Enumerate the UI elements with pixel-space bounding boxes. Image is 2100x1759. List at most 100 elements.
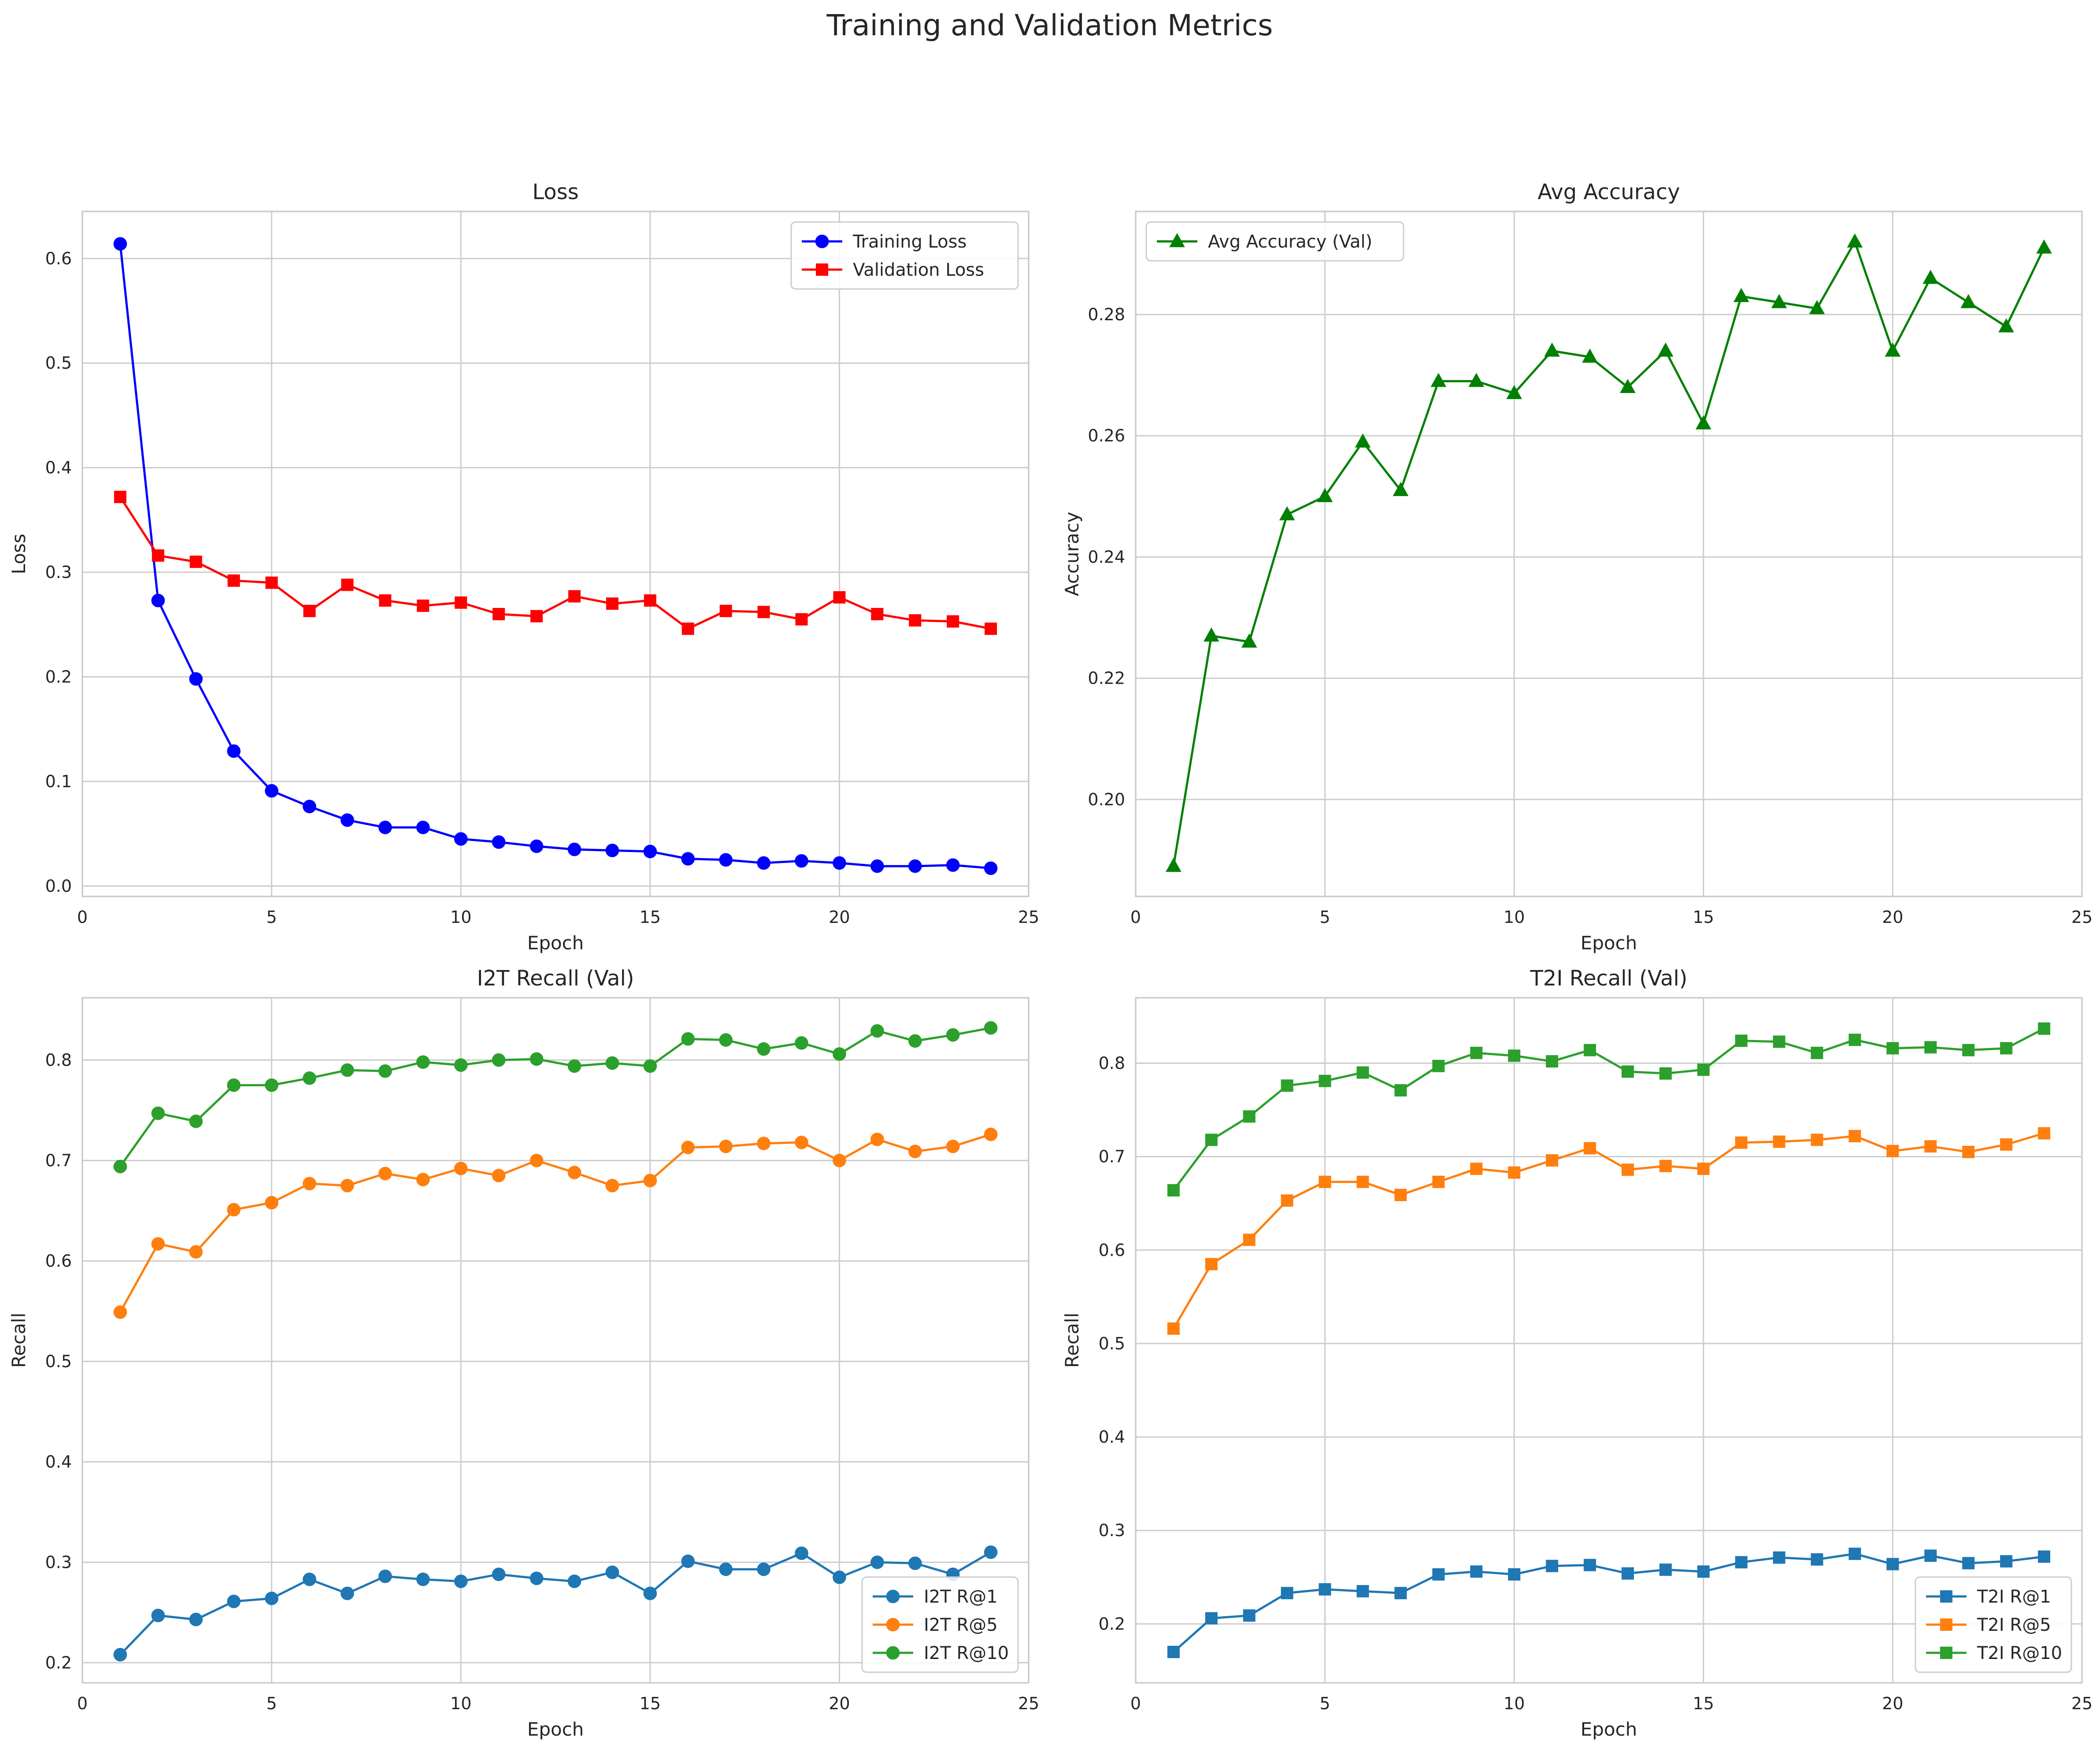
- data-point: [303, 800, 316, 814]
- data-point: [606, 597, 619, 610]
- data-point: [1733, 288, 1749, 302]
- y-tick-label: 0.8: [1099, 1053, 1125, 1073]
- axes-frame: [81, 997, 1030, 1684]
- data-point: [1468, 373, 1485, 387]
- data-point: [341, 813, 354, 827]
- data-point: [681, 622, 694, 635]
- data-point: [1167, 1184, 1180, 1197]
- data-point: [643, 1174, 657, 1188]
- y-tick-label: 0.6: [1099, 1241, 1125, 1260]
- data-point: [681, 1554, 695, 1568]
- data-point: [946, 858, 960, 872]
- data-point: [2038, 1550, 2051, 1563]
- data-point: [113, 1159, 127, 1174]
- data-point: [1394, 1189, 1407, 1201]
- data-point: [454, 1574, 468, 1589]
- legend-label: T2I R@5: [1977, 1615, 2051, 1635]
- data-point: [757, 606, 770, 618]
- data-point: [227, 574, 240, 587]
- legend-marker: [1940, 1618, 1952, 1631]
- legend-marker: [815, 234, 829, 248]
- data-point: [1544, 342, 1560, 357]
- data-point: [719, 853, 733, 867]
- x-tick-label: 20: [1882, 907, 1903, 927]
- data-point: [303, 604, 316, 617]
- legend-box: [1145, 221, 1404, 262]
- data-point: [1735, 1136, 1748, 1149]
- data-point: [568, 590, 581, 603]
- data-point: [1470, 1047, 1483, 1059]
- series-i2t-r-5: [113, 1127, 998, 1319]
- y-tick-label: 0.5: [1099, 1334, 1125, 1353]
- data-point: [1281, 1587, 1293, 1600]
- legend-marker: [816, 263, 828, 276]
- data-point: [152, 549, 164, 562]
- data-point: [492, 1053, 506, 1067]
- data-point: [492, 835, 506, 849]
- legend-marker: [1940, 1647, 1952, 1659]
- data-point: [2000, 1555, 2013, 1568]
- data-point: [1886, 1042, 1899, 1055]
- data-point: [1658, 342, 1674, 357]
- data-point: [454, 1162, 468, 1175]
- legend-label: T2I R@1: [1977, 1587, 2051, 1607]
- data-point: [113, 1648, 127, 1662]
- data-point: [189, 555, 202, 568]
- data-point: [605, 1565, 619, 1579]
- y-tick-label: 0.20: [1088, 790, 1125, 809]
- data-point: [795, 1546, 808, 1560]
- y-tick-label: 0.6: [45, 249, 72, 268]
- series-validation-loss: [114, 491, 997, 635]
- data-point: [795, 1136, 808, 1149]
- legend-label: I2T R@5: [924, 1615, 998, 1635]
- data-point: [1735, 1034, 1748, 1047]
- y-tick-label: 0.5: [45, 1352, 72, 1371]
- x-tick-label: 5: [1320, 1694, 1330, 1713]
- legend-marker: [886, 1589, 900, 1603]
- data-point: [1809, 300, 1825, 315]
- data-point: [189, 1613, 203, 1626]
- data-point: [1319, 1583, 1331, 1596]
- data-point: [567, 1059, 581, 1073]
- data-point: [530, 1571, 544, 1585]
- data-point: [151, 1608, 165, 1622]
- data-point: [870, 1133, 884, 1146]
- data-point: [2038, 1127, 2051, 1140]
- data-point: [719, 604, 732, 617]
- data-point: [113, 237, 127, 251]
- legend: T2I R@1 T2I R@5 T2I R@10: [1915, 1576, 2072, 1673]
- x-tick-label: 25: [1018, 907, 1039, 927]
- data-point: [1317, 488, 1333, 502]
- data-point: [1584, 1044, 1596, 1056]
- axes-frame: [1135, 211, 2083, 897]
- y-tick-label: 0.3: [1099, 1521, 1125, 1540]
- data-point: [303, 1071, 316, 1085]
- subplot-3: 0 5 10 15 20 25 0.2 0.3 0.4 0.5 0.6 0.7 0.8 I2T Recal…: [8, 966, 1039, 1740]
- x-tick-label: 15: [1693, 907, 1714, 927]
- data-point: [378, 1064, 392, 1078]
- x-axis-label: Epoch: [527, 932, 584, 954]
- data-point: [1204, 627, 1219, 642]
- data-point: [1697, 1163, 1710, 1175]
- data-point: [1243, 1233, 1256, 1246]
- data-point: [870, 859, 884, 873]
- y-tick-label: 0.0: [45, 876, 72, 896]
- subplot-2: 0 5 10 15 20 25 0.20 0.22 0.24 0.26 0.28 Avg Accura…: [1061, 180, 2093, 954]
- legend-label: Training Loss: [852, 232, 967, 252]
- data-point: [1243, 1609, 1256, 1622]
- data-point: [605, 844, 619, 857]
- y-tick-label: 0.4: [1099, 1427, 1125, 1447]
- data-point: [1167, 1322, 1180, 1335]
- y-tick-label: 0.2: [1099, 1614, 1125, 1633]
- data-point: [1584, 1559, 1596, 1571]
- x-tick-label: 20: [829, 1694, 850, 1713]
- data-point: [870, 1555, 884, 1569]
- data-point: [833, 1047, 846, 1061]
- data-point: [114, 491, 126, 504]
- data-point: [341, 1586, 354, 1600]
- data-point: [378, 821, 392, 834]
- data-point: [1167, 1645, 1180, 1658]
- data-point: [455, 596, 467, 609]
- data-point: [151, 1237, 165, 1251]
- subplot-1: 0 5 10 15 20 25 0.0 0.1 0.2 0.3 0.4 0.5 0.6 Loss Epoch…: [8, 180, 1039, 954]
